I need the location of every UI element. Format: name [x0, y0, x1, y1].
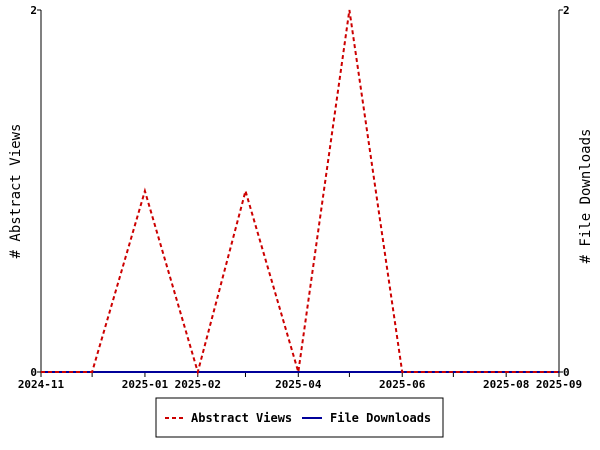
series-layer: [41, 9, 559, 376]
x-tick-label: 2025-09: [536, 378, 582, 391]
y-right-tick-label: 2: [563, 4, 570, 17]
x-tick-label: 2025-04: [275, 378, 322, 391]
legend-label-file-downloads: File Downloads: [330, 411, 431, 425]
x-tick-label: 2025-06: [379, 378, 426, 391]
y-axis-ticks: 0 2 0 2: [30, 4, 569, 379]
legend-label-abstract-views: Abstract Views: [191, 411, 292, 425]
x-tick-label: 2025-08: [483, 378, 529, 391]
x-tick-label: 2025-02: [175, 378, 221, 391]
y-left-tick-label: 0: [30, 366, 37, 379]
x-tick-label: 2024-11: [18, 378, 65, 391]
y-left-tick-label: 2: [30, 4, 37, 17]
series-abstract-views: [41, 9, 559, 376]
y-right-tick-label: 0: [563, 366, 570, 379]
x-axis-ticks: 2024-11 2025-01 2025-02 2025-04 2025-06 2025-…: [18, 372, 582, 391]
legend-box: [155, 397, 444, 438]
legend: Abstract Views File Downloads: [155, 397, 444, 438]
y-axis-right-title: # File Downloads: [578, 129, 594, 264]
y-axis-left-title: # Abstract Views: [8, 124, 24, 259]
plot-frame: [40, 10, 560, 373]
x-tick-label: 2025-01: [122, 378, 169, 391]
